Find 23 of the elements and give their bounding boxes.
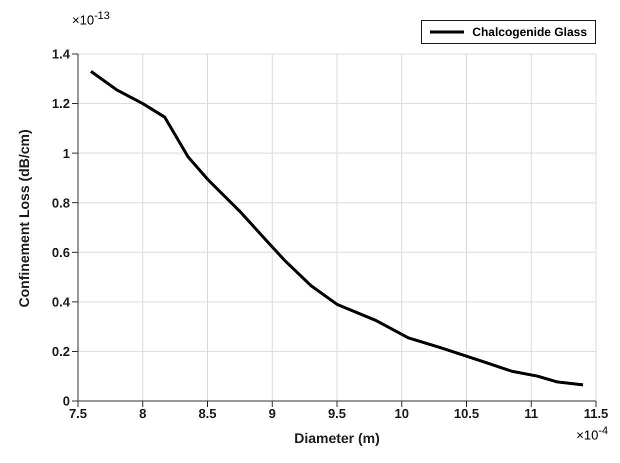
- y-tick-label: 1.2: [52, 96, 70, 112]
- y-tick-label: 1: [62, 146, 70, 161]
- y-tick-label: 0.2: [52, 344, 70, 360]
- x-tick-label: 10: [394, 406, 409, 422]
- x-tick-label: 10.5: [454, 406, 480, 422]
- x-tick-label: 11.5: [584, 406, 608, 422]
- y-tick-label: 0: [62, 394, 70, 409]
- x-tick-label: 7.5: [68, 406, 88, 422]
- line-series: [89, 70, 585, 386]
- x-tick-label: 9: [268, 406, 276, 422]
- x-tick-label: 8: [139, 406, 146, 422]
- text: ×10$^{-13}$: [72, 10, 110, 28]
- y-tick-label: 0.8: [52, 195, 70, 210]
- y-tick-label: 1.4: [52, 46, 71, 62]
- x-tick-label: 9.5: [328, 406, 346, 422]
- x-tick-label: 11: [524, 406, 538, 422]
- y-axis-title: Confinement Loss (dB/cm): [16, 129, 32, 308]
- y-tick-label: 0.4: [52, 294, 71, 310]
- y-tick-label: 0.6: [52, 244, 70, 260]
- text: ×10$^{-4}$: [576, 425, 608, 442]
- legend-label: Chalcogenide Glass: [472, 25, 587, 39]
- x-axis-title: Diameter (m): [294, 430, 380, 446]
- x-tick-label: 8.5: [198, 406, 217, 422]
